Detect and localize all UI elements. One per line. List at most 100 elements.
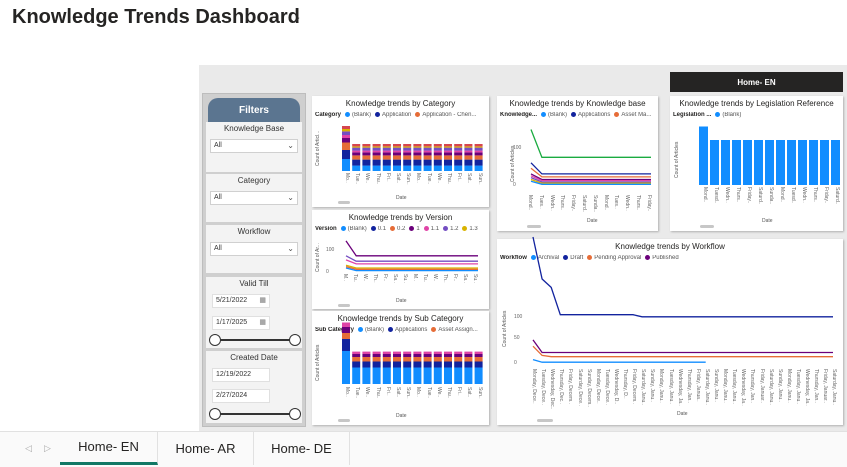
- bar-segment: [464, 155, 473, 160]
- page-tab-home-ar[interactable]: Home- AR: [158, 431, 254, 465]
- legend-title: Category: [315, 112, 342, 119]
- legend-item[interactable]: 1.3: [469, 226, 478, 233]
- knowledge-base-label: Knowledge Base: [223, 124, 285, 133]
- legislation-reference-chart[interactable]: Knowledge trends by Legislation Referenc…: [670, 96, 843, 231]
- valid-till-slider-end-handle[interactable]: [289, 334, 301, 346]
- bar-segment: [372, 354, 381, 357]
- plot-area: [342, 322, 483, 384]
- x-tick-label: Tu..: [352, 274, 358, 283]
- legend-item[interactable]: (Blank): [548, 112, 568, 119]
- legend-item[interactable]: 0.2: [397, 226, 406, 233]
- valid-till-from-input[interactable]: 5/21/2022 ▦: [212, 294, 270, 308]
- legend-item[interactable]: Archival: [537, 255, 560, 262]
- page-title: Knowledge Trends Dashboard: [12, 6, 300, 28]
- bar-segment: [342, 150, 350, 159]
- plot-area: [342, 126, 483, 171]
- bar-segment: [393, 351, 401, 354]
- title-dropdown-chevron-icon[interactable]: ⌵: [289, 10, 300, 26]
- page-tab-home-en[interactable]: Home- EN: [60, 431, 158, 465]
- plot-area: [532, 236, 833, 358]
- chevron-down-icon: ⌄: [287, 244, 294, 253]
- created-date-from-input[interactable]: 12/19/2022: [212, 368, 270, 382]
- bar-segment: [454, 165, 463, 171]
- legend-item[interactable]: (Blank): [722, 112, 742, 119]
- previous-page-arrow-icon[interactable]: ◁: [25, 443, 32, 453]
- x-tick-label: Tues..: [537, 195, 544, 209]
- sub-category-chart[interactable]: Knowledge trends by Sub Category Sub Cat…: [312, 311, 489, 425]
- bar-segment: [372, 152, 381, 156]
- horizontal-scrollbar[interactable]: [338, 304, 350, 307]
- x-tick-label: Friday, Januar..: [758, 369, 765, 404]
- x-tick-label: Sunday, Decem..: [585, 369, 592, 407]
- version-chart[interactable]: Knowledge trends by Version Version (Blan…: [312, 210, 489, 309]
- category-dropdown[interactable]: All ⌄: [210, 191, 298, 205]
- legend-item[interactable]: Applications: [578, 112, 611, 119]
- x-tick-label: Mo..: [344, 173, 350, 183]
- legend-item[interactable]: 1: [416, 226, 420, 233]
- legend-item[interactable]: 1.2: [450, 226, 459, 233]
- bar-segment: [423, 361, 432, 368]
- bar-segment: [403, 367, 412, 384]
- bar-segment: [464, 146, 473, 148]
- x-tick-label: Wednesday, Ja..: [804, 369, 810, 406]
- legend-item[interactable]: (Blank): [352, 112, 372, 119]
- knowledge-base-dropdown[interactable]: All ⌄: [210, 139, 298, 153]
- horizontal-scrollbar[interactable]: [700, 225, 714, 228]
- bar-segment: [352, 152, 361, 156]
- bar-segment: [352, 144, 361, 147]
- bar-segment: [352, 159, 361, 166]
- plot-area: [532, 358, 706, 363]
- valid-till-from-value: 5/21/2022: [216, 297, 248, 304]
- horizontal-scrollbar[interactable]: [338, 419, 350, 422]
- bar-segment: [444, 146, 452, 148]
- legend-item[interactable]: Asset Ma...: [621, 112, 652, 119]
- bar-segment: [413, 165, 422, 171]
- legend-item[interactable]: Draft: [570, 255, 584, 262]
- bar-segment: [444, 150, 452, 153]
- legend-item[interactable]: Asset Assign...: [438, 327, 478, 334]
- x-tick-label: Tuesday, Dece..: [540, 369, 547, 405]
- valid-till-slider-track[interactable]: [214, 339, 296, 341]
- bar: [732, 140, 741, 185]
- x-tick-label: Tuesday, Janu..: [667, 369, 674, 405]
- horizontal-scrollbar[interactable]: [527, 225, 541, 228]
- legend-item[interactable]: 1.1: [430, 226, 440, 233]
- bar-segment: [403, 144, 412, 147]
- horizontal-scrollbar[interactable]: [338, 201, 350, 204]
- page-tab-home-de[interactable]: Home- DE: [254, 431, 350, 465]
- x-tick-label: We..: [364, 387, 371, 398]
- legend-item[interactable]: Application - Chen...: [422, 112, 477, 119]
- legend-item[interactable]: (Blank): [347, 226, 367, 233]
- created-date-slider-start-handle[interactable]: [209, 408, 221, 420]
- legend-item[interactable]: 0.1: [377, 226, 387, 233]
- next-page-arrow-icon[interactable]: ▷: [44, 443, 51, 453]
- bar-segment: [362, 165, 371, 171]
- x-tick-label: W..: [362, 274, 368, 282]
- legend-item[interactable]: Applications: [395, 327, 428, 334]
- workflow-dropdown[interactable]: All ⌄: [210, 242, 298, 256]
- bar-segment: [403, 155, 412, 160]
- bar-segment: [454, 155, 463, 160]
- knowledge-base-chart[interactable]: Knowledge trends by Knowledge base Knowl…: [497, 96, 658, 231]
- legend-item[interactable]: Published: [652, 255, 679, 262]
- workflow-chart[interactable]: Knowledge trends by Workflow Workflow Arc…: [497, 236, 843, 425]
- created-date-slider-track[interactable]: [214, 413, 296, 415]
- legend-item[interactable]: Application: [382, 112, 412, 119]
- created-date-slider-end-handle[interactable]: [289, 408, 301, 420]
- bar-segment: [474, 354, 483, 357]
- calendar-icon[interactable]: ▦: [259, 297, 266, 304]
- valid-till-slider-start-handle[interactable]: [209, 334, 221, 346]
- series-line: [532, 358, 706, 363]
- legend-item[interactable]: Pending Approval: [594, 255, 642, 262]
- category-chart[interactable]: Knowledge trends by Category Category (Bl…: [312, 96, 489, 207]
- created-date-to-input[interactable]: 2/27/2024: [212, 389, 270, 403]
- valid-till-to-input[interactable]: 1/17/2025 ▦: [212, 316, 270, 330]
- bar-segment: [413, 159, 422, 166]
- x-tick-label: Thursday, Dec..: [558, 369, 565, 404]
- calendar-icon[interactable]: ▦: [259, 319, 266, 326]
- horizontal-scrollbar[interactable]: [537, 419, 553, 422]
- y-tick-label: 100: [326, 247, 335, 253]
- created-date-to-value: 2/27/2024: [216, 392, 248, 399]
- legend-item[interactable]: (Blank): [365, 327, 385, 334]
- x-tick-label: Fri..: [384, 387, 391, 396]
